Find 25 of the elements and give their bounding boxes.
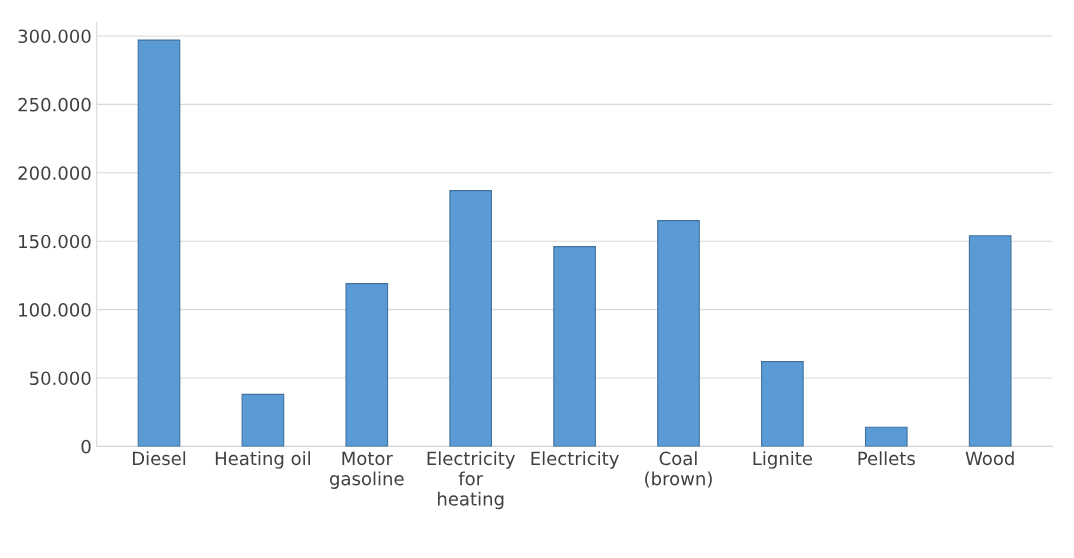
y-tick-label: 200.000 [18, 166, 91, 180]
x-tick-label: Motor gasoline [330, 451, 404, 489]
x-tick-label: Heating oil [215, 451, 310, 469]
bar [345, 283, 389, 447]
y-tick-label: 300.000 [18, 29, 91, 44]
bar [241, 393, 285, 447]
bar [657, 220, 700, 447]
x-tick-label: Electricity for heating [427, 451, 515, 510]
x-tick-label: Wood [965, 451, 1014, 466]
x-tick-label: Lignite [753, 451, 813, 469]
x-tick-label: Coal (brown) [645, 451, 712, 488]
x-tick-label: Diesel [132, 451, 186, 466]
bar [761, 361, 804, 447]
x-tick-label: Electricity [531, 451, 619, 469]
y-tick-label: 150.000 [19, 234, 91, 249]
bar [137, 39, 181, 447]
bar [968, 235, 1012, 447]
y-tick-label: 0 [81, 439, 91, 454]
y-tick-label: 50.000 [30, 371, 91, 386]
y-tick-label: 100.000 [19, 303, 91, 317]
bar [864, 426, 908, 447]
bar [449, 190, 493, 447]
bar [553, 246, 596, 447]
x-tick-label: Pellets [858, 451, 915, 466]
y-tick-label: 250.000 [18, 97, 91, 112]
